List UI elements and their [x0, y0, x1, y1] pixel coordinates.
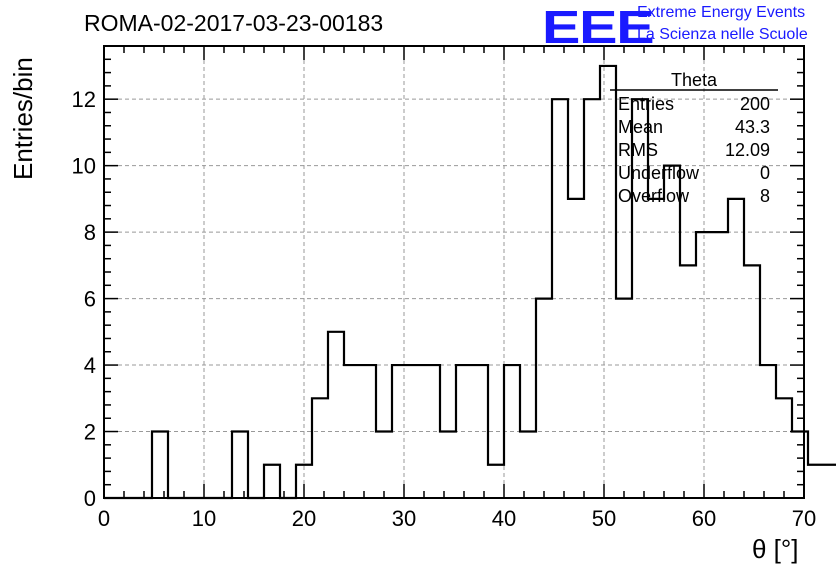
y-tick-label: 6 [84, 287, 96, 312]
stats-value: 8 [760, 186, 770, 206]
y-tick-label: 10 [72, 154, 96, 179]
logo-line-2: La Scienza nelle Scuole [637, 26, 808, 43]
stats-value: 0 [760, 163, 770, 183]
x-tick-label: 40 [492, 506, 516, 531]
axis-ticks [103, 45, 805, 499]
x-axis-label: θ [°] [752, 534, 799, 564]
stats-label: Mean [618, 117, 663, 137]
y-tick-label: 2 [84, 420, 96, 445]
x-tick-label: 20 [292, 506, 316, 531]
x-tick-label: 0 [98, 506, 110, 531]
stats-label: RMS [618, 140, 658, 160]
stats-label: Entries [618, 94, 674, 114]
y-tick-label: 0 [84, 486, 96, 511]
eee-logo: EEE [542, 1, 655, 53]
stats-label: Underflow [618, 163, 700, 183]
stats-box: Theta Entries 200 Mean 43.3 RMS 12.09 Underflow… [610, 70, 778, 206]
stats-value: 200 [740, 94, 770, 114]
y-tick-label: 12 [72, 87, 96, 112]
grid-lines [104, 46, 804, 498]
plot-title: ROMA-02-2017-03-23-00183 [84, 10, 384, 36]
stats-label: Overflow [618, 186, 690, 206]
x-tick-label: 10 [192, 506, 216, 531]
histogram-outline [104, 64, 836, 500]
x-tick-label: 70 [792, 506, 816, 531]
x-tick-label: 50 [592, 506, 616, 531]
logo-line-1: Extreme Energy Events [637, 4, 806, 21]
y-tick-label: 4 [84, 353, 96, 378]
tick-labels: 0 10 20 30 40 50 60 70 0 2 4 6 8 10 12 [72, 87, 817, 531]
stats-value: 12.09 [725, 140, 770, 160]
x-tick-label: 30 [392, 506, 416, 531]
stats-title: Theta [671, 70, 718, 90]
x-tick-label: 60 [692, 506, 716, 531]
stats-value: 43.3 [735, 117, 770, 137]
plot-frame [103, 45, 805, 499]
y-tick-label: 8 [84, 220, 96, 245]
